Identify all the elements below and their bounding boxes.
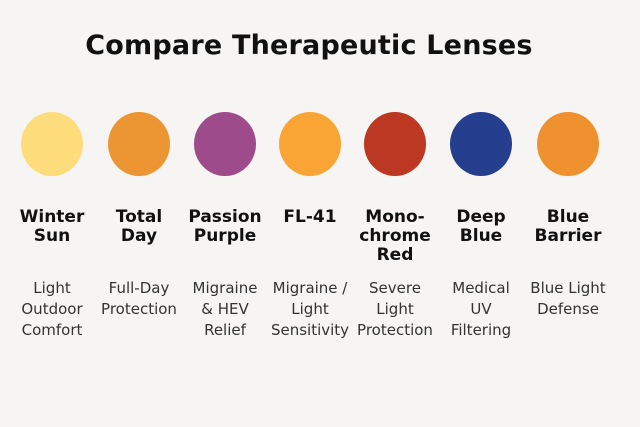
lens-color-swatch (537, 112, 599, 176)
lens-color-swatch (450, 112, 512, 176)
lens-name: Passion Purple (188, 207, 262, 246)
lens-column: Passion Purple Migraine & HEV Relief (175, 112, 275, 339)
lens-column: Mono- chrome Red Severe Light Protection (345, 112, 445, 339)
lens-description: Severe Light Protection (357, 279, 433, 339)
page-title: Compare Therapeutic Lenses (85, 30, 533, 61)
lens-name: Winter Sun (19, 207, 85, 246)
lens-color-swatch (21, 112, 83, 176)
lens-name: Deep Blue (456, 207, 506, 246)
lens-column: FL-41 Migraine / Light Sensitivity (260, 112, 360, 339)
lens-column: Deep Blue Medical UV Filtering (431, 112, 531, 339)
lens-color-swatch (108, 112, 170, 176)
lens-name: Total Day (115, 207, 163, 246)
lens-name: Blue Barrier (534, 207, 602, 246)
lens-color-swatch (194, 112, 256, 176)
lens-color-swatch (279, 112, 341, 176)
lens-description: Blue Light Defense (530, 279, 606, 318)
lens-color-swatch (364, 112, 426, 176)
lens-name: Mono- chrome Red (359, 207, 431, 265)
lens-description: Migraine & HEV Relief (192, 279, 258, 339)
lens-description: Light Outdoor Comfort (21, 279, 83, 339)
lens-column: Winter Sun Light Outdoor Comfort (2, 112, 102, 339)
lens-column: Blue Barrier Blue Light Defense (518, 112, 618, 318)
lens-name: FL-41 (283, 207, 337, 227)
lens-description: Medical UV Filtering (450, 279, 512, 339)
lens-description: Full-Day Protection (101, 279, 177, 318)
lens-column: Total Day Full-Day Protection (89, 112, 189, 318)
lens-description: Migraine / Light Sensitivity (270, 279, 350, 339)
